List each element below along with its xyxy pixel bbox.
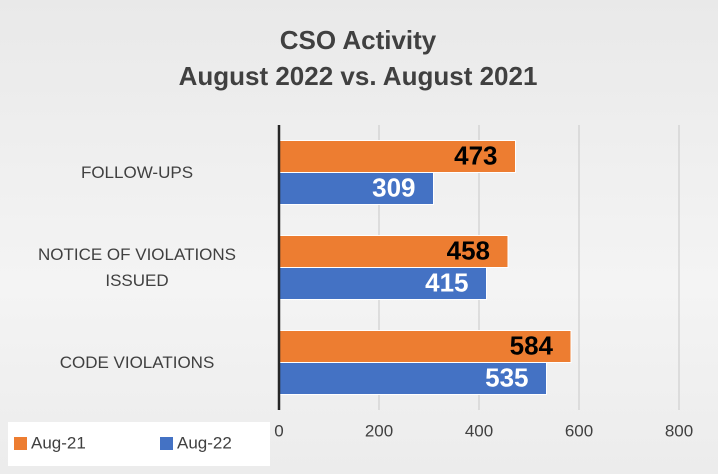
bar — [278, 362, 547, 395]
data-label: 458 — [447, 235, 490, 265]
data-label: 473 — [454, 140, 497, 170]
data-label: 584 — [510, 330, 554, 360]
bar — [278, 172, 434, 205]
legend-swatch — [160, 437, 173, 450]
legend-box — [8, 422, 270, 466]
bar — [278, 235, 509, 268]
chart-subtitle: August 2022 vs. August 2021 — [179, 61, 538, 91]
legend-label: Aug-21 — [31, 433, 86, 452]
x-tick-label: 800 — [665, 421, 693, 440]
y-tick-label: NOTICE OF VIOLATIONS ISSUED — [37, 244, 237, 290]
x-tick-label: 400 — [465, 421, 493, 440]
x-tick-label: 200 — [365, 421, 393, 440]
x-tick-label: 0 — [274, 421, 283, 440]
x-tick-label: 600 — [565, 421, 593, 440]
legend-swatch — [14, 437, 27, 450]
legend-label: Aug-22 — [177, 433, 232, 452]
data-label: 309 — [372, 172, 415, 202]
data-label: 415 — [425, 267, 468, 297]
y-tick-label: FOLLOW-UPS — [80, 162, 194, 182]
bar — [278, 267, 487, 300]
y-tick-label: CODE VIOLATIONS — [59, 352, 215, 372]
data-label: 535 — [485, 362, 528, 392]
bar — [278, 330, 572, 363]
chart-title: CSO Activity — [280, 25, 437, 55]
